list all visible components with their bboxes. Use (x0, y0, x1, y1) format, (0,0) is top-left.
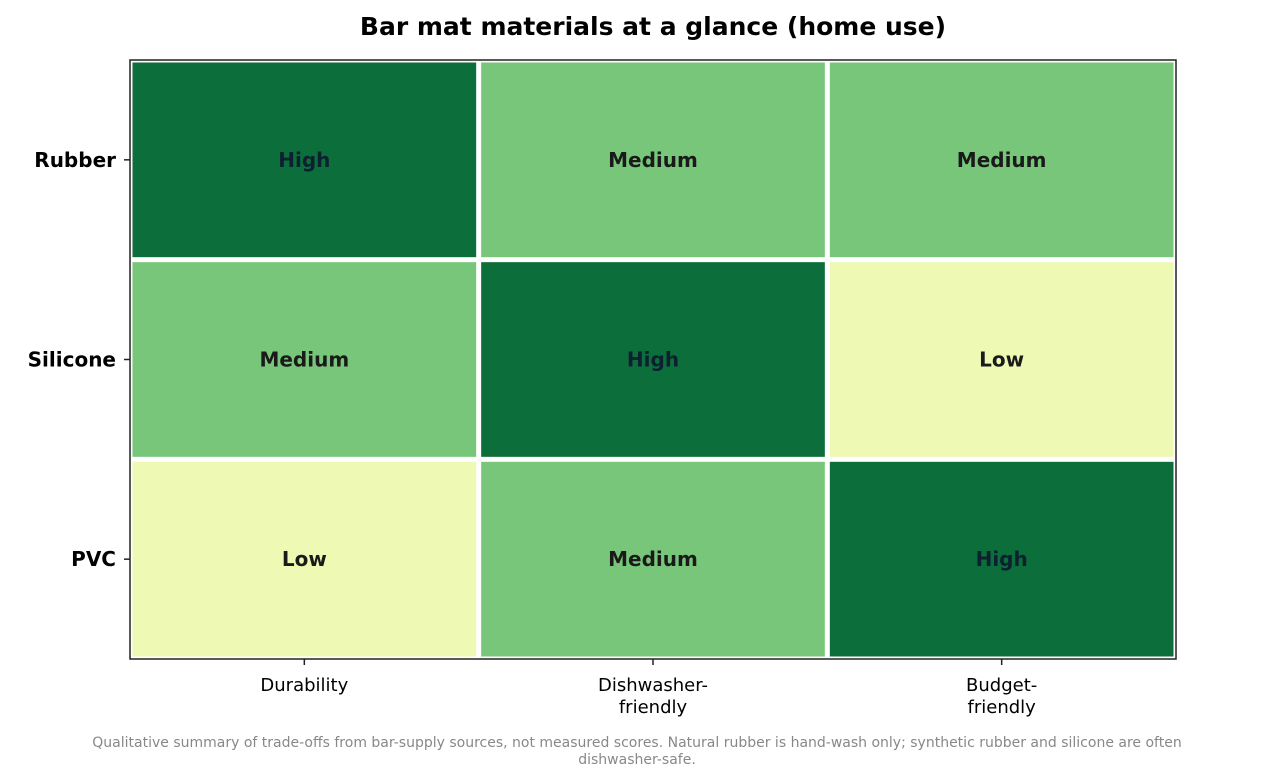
chart-title: Bar mat materials at a glance (home use) (360, 12, 946, 41)
y-tick-label-silicone: Silicone (28, 348, 116, 372)
cell-rubber-dishwasher-friendly (481, 62, 825, 258)
x-tick-label-budget-friendly: Budget-friendly (966, 675, 1037, 718)
cell-pvc-dishwasher-friendly (481, 461, 825, 657)
cell-silicone-durability (132, 262, 477, 457)
cell-label: Medium (957, 148, 1047, 172)
cell-label: Medium (608, 148, 698, 172)
cell-rubber-durability (132, 62, 477, 258)
x-tick-label-dishwasher-friendly: Dishwasher-friendly (598, 675, 708, 718)
cell-label: Medium (259, 348, 349, 372)
cell-label: Medium (608, 547, 698, 571)
cell-silicone-budget-friendly (829, 262, 1174, 457)
y-axis: Rubber Silicone PVC (28, 148, 130, 571)
cell-rubber-budget-friendly (829, 62, 1174, 258)
y-tick-label-rubber: Rubber (34, 148, 116, 172)
cell-silicone-dishwasher-friendly (481, 262, 825, 457)
cell-label: High (278, 148, 330, 172)
heatmap-cells: High Medium Medium Medium High Low Low Medium Hi… (132, 62, 1174, 657)
x-tick-label-durability: Durability (260, 675, 348, 696)
caption-line-2: dishwasher-safe. (578, 752, 696, 768)
cell-label: High (627, 348, 679, 372)
y-tick-label-pvc: PVC (71, 547, 116, 571)
cell-label: Low (979, 348, 1024, 372)
cell-pvc-durability (132, 461, 477, 657)
x-axis: Durability Dishwasher-friendly Budget-frie… (260, 659, 1037, 718)
cell-label: Low (282, 547, 327, 571)
caption-line-1: Qualitative summary of trade-offs from b… (92, 735, 1181, 751)
cell-pvc-budget-friendly (829, 461, 1174, 657)
cell-label: High (976, 547, 1028, 571)
